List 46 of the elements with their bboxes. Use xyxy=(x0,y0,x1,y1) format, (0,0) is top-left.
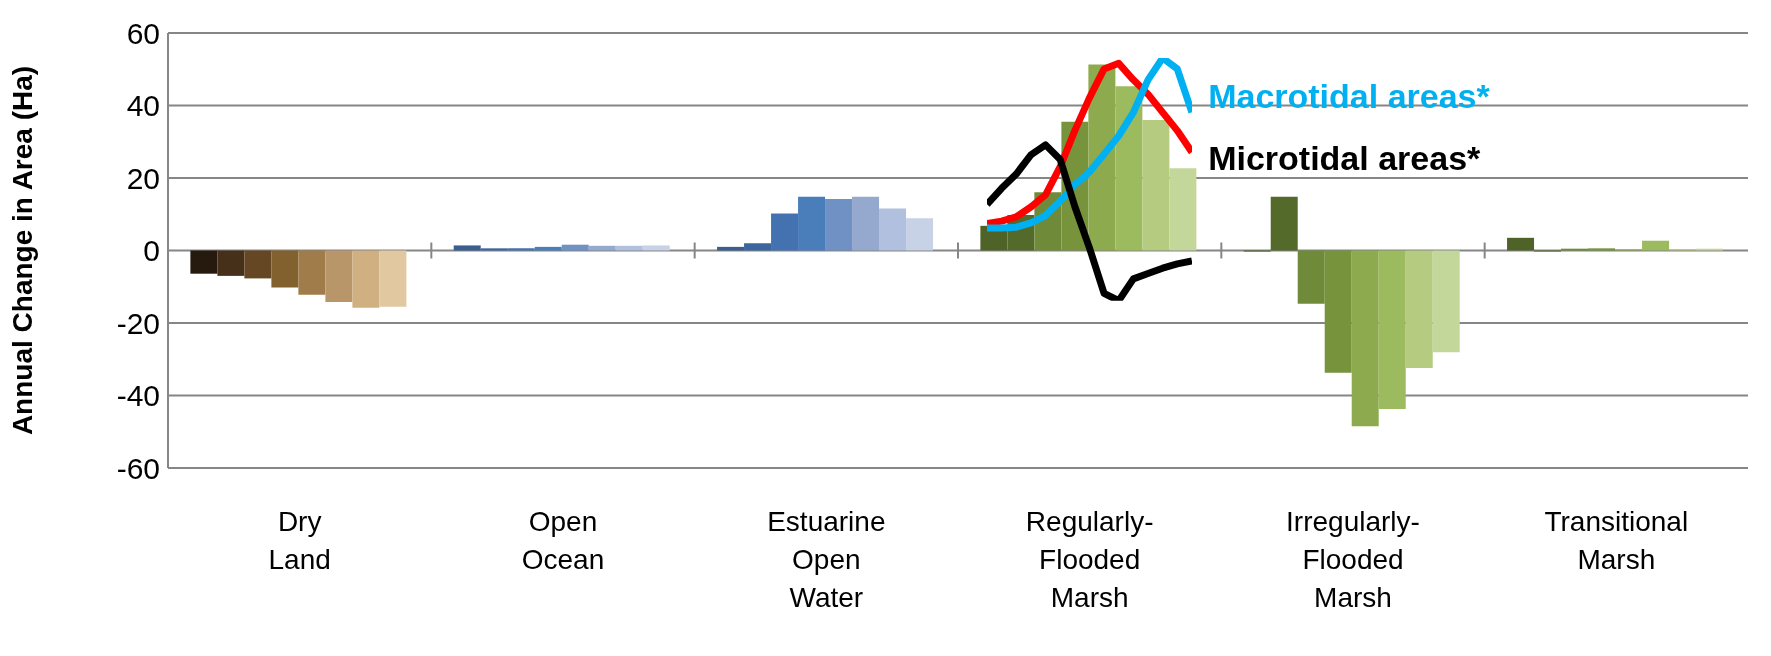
bar xyxy=(1378,250,1406,409)
x-tick-label: Irregularly-Flooded Marsh xyxy=(1286,506,1420,613)
bar xyxy=(480,248,508,251)
bar xyxy=(879,208,907,251)
bar xyxy=(852,196,880,251)
y-tick-label: -20 xyxy=(116,306,160,340)
bar xyxy=(561,244,589,251)
bar xyxy=(217,250,245,276)
text: Microtidal areas* xyxy=(1208,138,1481,178)
bar xyxy=(1142,120,1170,251)
bar xyxy=(379,250,407,307)
series-label: Macrotidal areas* xyxy=(1208,76,1490,116)
bar xyxy=(744,243,772,251)
bar xyxy=(1351,250,1379,427)
y-tick-label: -40 xyxy=(116,379,160,413)
y-tick-label: 40 xyxy=(126,89,160,123)
bar xyxy=(244,250,272,279)
bar xyxy=(1432,250,1460,353)
bar xyxy=(1642,240,1670,251)
y-tick-label: 0 xyxy=(143,234,160,268)
bar xyxy=(1405,250,1433,368)
y-tick-label: 60 xyxy=(126,16,160,50)
bar xyxy=(352,250,380,308)
bar xyxy=(325,250,353,302)
bar xyxy=(453,245,481,251)
bar xyxy=(1270,196,1298,251)
bar xyxy=(906,218,934,251)
bar xyxy=(1115,86,1143,251)
x-tick-label: Dry Land xyxy=(268,506,331,575)
x-tick-label: Estuarine Open Water xyxy=(767,506,886,613)
x-tick-label: Transitional Marsh xyxy=(1544,506,1689,575)
y-tick-label: -60 xyxy=(116,451,160,485)
bar xyxy=(298,250,326,295)
y-tick-label: 20 xyxy=(126,161,160,195)
bar xyxy=(642,245,670,251)
bar xyxy=(588,245,616,251)
bar xyxy=(1169,168,1197,251)
bar xyxy=(825,199,853,251)
bar xyxy=(1507,237,1535,251)
bar xyxy=(717,246,745,251)
bar xyxy=(271,250,299,288)
x-tick-label: Regularly-Flooded Marsh xyxy=(1025,506,1154,613)
bar xyxy=(615,245,643,251)
bar xyxy=(190,250,218,274)
y-axis-title: Annual Change in Area (Ha) xyxy=(6,65,38,436)
x-tick-label: Open Ocean xyxy=(521,506,605,575)
